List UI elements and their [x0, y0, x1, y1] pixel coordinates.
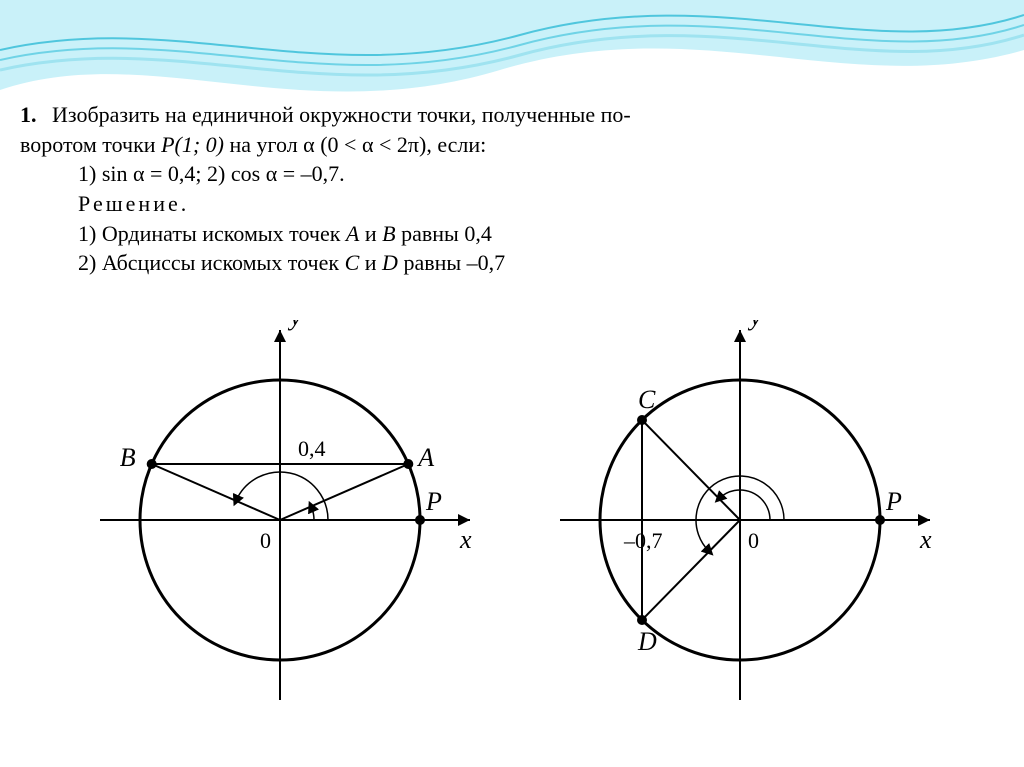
sol1-B: B	[382, 221, 395, 246]
problem-line2a: воротом точки	[20, 132, 161, 157]
solution-label: Решение.	[78, 191, 189, 216]
problem-text-block: 1. Изобразить на единичной окружности то…	[20, 100, 1004, 278]
sol1-a: 1) Ординаты искомых точек	[78, 221, 346, 246]
svg-text:0,4: 0,4	[298, 436, 326, 461]
svg-text:D: D	[637, 627, 657, 656]
sol2-D: D	[382, 250, 398, 275]
problem-line1: Изобразить на единичной окружности точки…	[52, 102, 631, 127]
svg-text:C: C	[638, 385, 656, 414]
svg-text:y: y	[287, 320, 302, 331]
sol1-b: равны 0,4	[396, 221, 492, 246]
svg-text:0: 0	[748, 528, 759, 553]
sol2-a: 2) Абсциссы искомых точек	[78, 250, 345, 275]
svg-text:P: P	[885, 487, 902, 516]
problem-items: 1) sin α = 0,4; 2) cos α = –0,7.	[20, 159, 1004, 189]
svg-text:A: A	[416, 443, 434, 472]
sol2-b: равны –0,7	[398, 250, 505, 275]
svg-text:P: P	[425, 487, 442, 516]
diagram-1: y x 0 PA B 0,4	[0, 320, 520, 750]
svg-text:x: x	[459, 525, 472, 554]
sol1-and: и	[359, 221, 382, 246]
svg-text:0: 0	[260, 528, 271, 553]
sol2-and: и	[359, 250, 382, 275]
svg-text:B: B	[120, 443, 136, 472]
svg-text:–0,7: –0,7	[623, 528, 663, 553]
problem-P-expr: P(1; 0)	[161, 132, 224, 157]
diagram-2: y x 0 P C D –0,7	[500, 320, 1020, 750]
sol1-A: A	[346, 221, 359, 246]
problem-line2b: на угол α (0 < α < 2π), если:	[224, 132, 486, 157]
problem-number: 1.	[20, 102, 37, 127]
sol2-C: C	[345, 250, 360, 275]
svg-text:y: y	[747, 320, 762, 331]
svg-text:x: x	[919, 525, 932, 554]
